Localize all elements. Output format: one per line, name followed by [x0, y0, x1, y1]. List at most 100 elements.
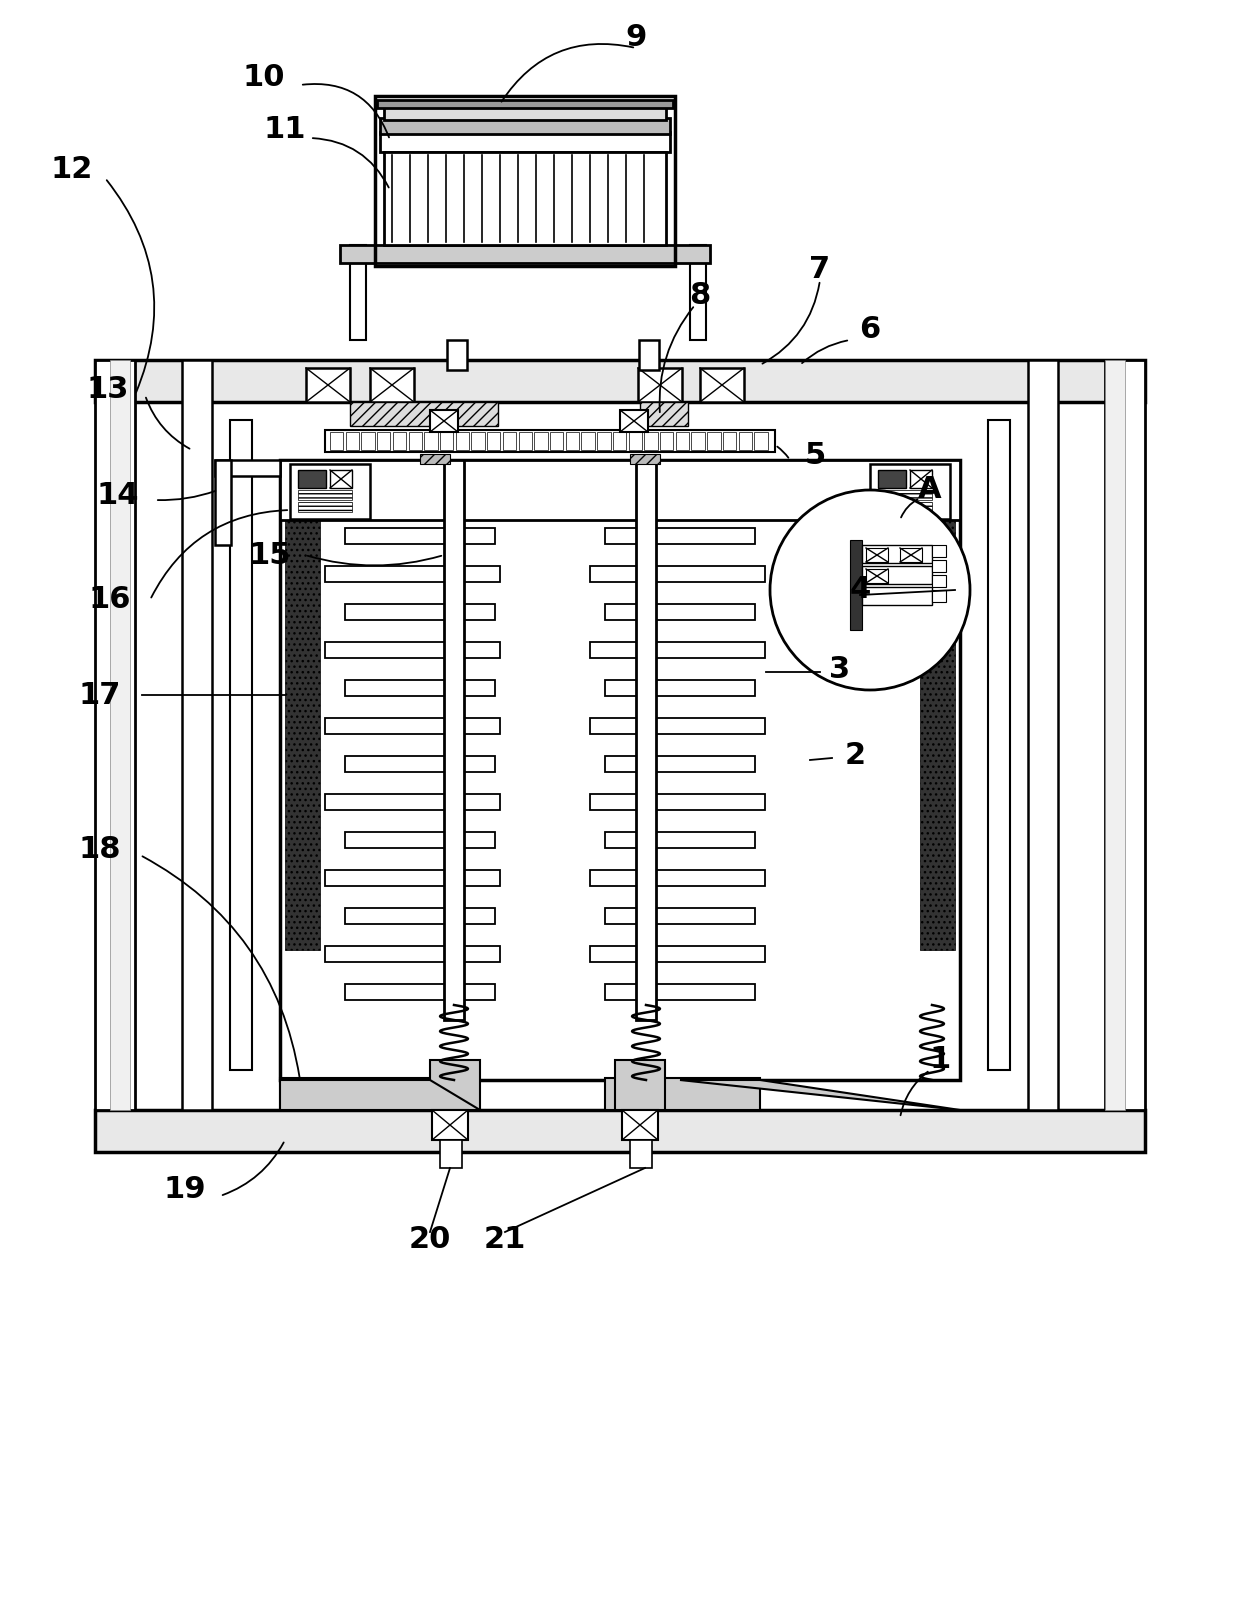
Bar: [95, 360, 1145, 403]
Bar: [345, 527, 495, 544]
Bar: [739, 432, 751, 450]
Bar: [345, 680, 495, 696]
Bar: [534, 432, 548, 450]
Bar: [639, 339, 658, 370]
Bar: [280, 459, 960, 519]
Bar: [345, 833, 495, 847]
Bar: [280, 459, 960, 1079]
Bar: [636, 459, 656, 1019]
Bar: [598, 432, 610, 450]
Bar: [866, 549, 888, 562]
Bar: [95, 1110, 1145, 1152]
Bar: [878, 502, 932, 511]
Bar: [384, 104, 666, 120]
Bar: [384, 153, 666, 245]
Text: 2: 2: [844, 740, 866, 769]
Bar: [345, 907, 495, 923]
Text: 17: 17: [79, 680, 122, 709]
Bar: [590, 566, 765, 583]
Bar: [215, 459, 231, 545]
Text: 4: 4: [849, 576, 870, 604]
Circle shape: [770, 490, 970, 690]
Text: 19: 19: [164, 1175, 206, 1204]
Bar: [630, 1139, 652, 1169]
Bar: [754, 432, 768, 450]
Bar: [345, 604, 495, 620]
Bar: [932, 545, 946, 557]
Bar: [862, 566, 932, 584]
Bar: [582, 432, 595, 450]
Bar: [298, 502, 352, 511]
Bar: [988, 420, 1011, 1070]
Bar: [440, 1139, 463, 1169]
Text: 11: 11: [264, 115, 306, 144]
Bar: [622, 1110, 658, 1139]
Text: 12: 12: [51, 156, 93, 185]
Text: 20: 20: [409, 1225, 451, 1255]
Bar: [379, 131, 670, 153]
Bar: [430, 411, 458, 432]
Text: 10: 10: [243, 63, 285, 93]
Bar: [605, 984, 755, 1000]
Bar: [280, 1078, 430, 1110]
Bar: [444, 459, 464, 1019]
Bar: [878, 471, 906, 489]
Bar: [325, 643, 500, 657]
Bar: [325, 870, 500, 886]
Bar: [676, 432, 689, 450]
Text: 8: 8: [689, 281, 711, 310]
Bar: [605, 680, 755, 696]
Bar: [456, 432, 469, 450]
Bar: [330, 471, 352, 489]
Bar: [298, 471, 326, 489]
Bar: [615, 1060, 665, 1110]
Bar: [285, 471, 320, 949]
Bar: [350, 403, 498, 425]
Bar: [325, 794, 500, 810]
Bar: [590, 870, 765, 886]
Bar: [325, 946, 500, 962]
Text: A: A: [918, 476, 942, 505]
Bar: [374, 96, 675, 266]
Bar: [613, 432, 626, 450]
Text: 18: 18: [79, 836, 122, 865]
Bar: [377, 432, 391, 450]
Bar: [640, 403, 688, 425]
Bar: [345, 756, 495, 773]
Polygon shape: [680, 1079, 960, 1110]
Bar: [350, 245, 366, 339]
Bar: [590, 946, 765, 962]
Bar: [605, 833, 755, 847]
Bar: [878, 490, 932, 500]
Bar: [330, 432, 343, 450]
Text: 9: 9: [625, 23, 647, 52]
Bar: [370, 368, 414, 403]
Bar: [910, 471, 932, 489]
Bar: [639, 368, 682, 403]
Bar: [377, 101, 673, 109]
Bar: [424, 432, 438, 450]
Bar: [325, 717, 500, 734]
Bar: [605, 907, 755, 923]
Bar: [862, 588, 932, 605]
Text: 16: 16: [89, 586, 131, 615]
Bar: [932, 560, 946, 571]
Text: 1: 1: [929, 1045, 951, 1074]
Bar: [645, 432, 657, 450]
Bar: [361, 432, 374, 450]
Bar: [1105, 360, 1145, 1110]
Bar: [229, 420, 252, 1070]
Bar: [393, 432, 407, 450]
Text: 6: 6: [859, 315, 880, 344]
Bar: [605, 756, 755, 773]
Text: 3: 3: [830, 656, 851, 685]
Bar: [701, 368, 744, 403]
Bar: [432, 1110, 467, 1139]
Bar: [866, 570, 888, 583]
Bar: [870, 464, 950, 519]
Bar: [629, 432, 642, 450]
Polygon shape: [280, 1079, 480, 1110]
Bar: [707, 432, 720, 450]
Bar: [1028, 360, 1058, 1110]
Bar: [306, 368, 350, 403]
